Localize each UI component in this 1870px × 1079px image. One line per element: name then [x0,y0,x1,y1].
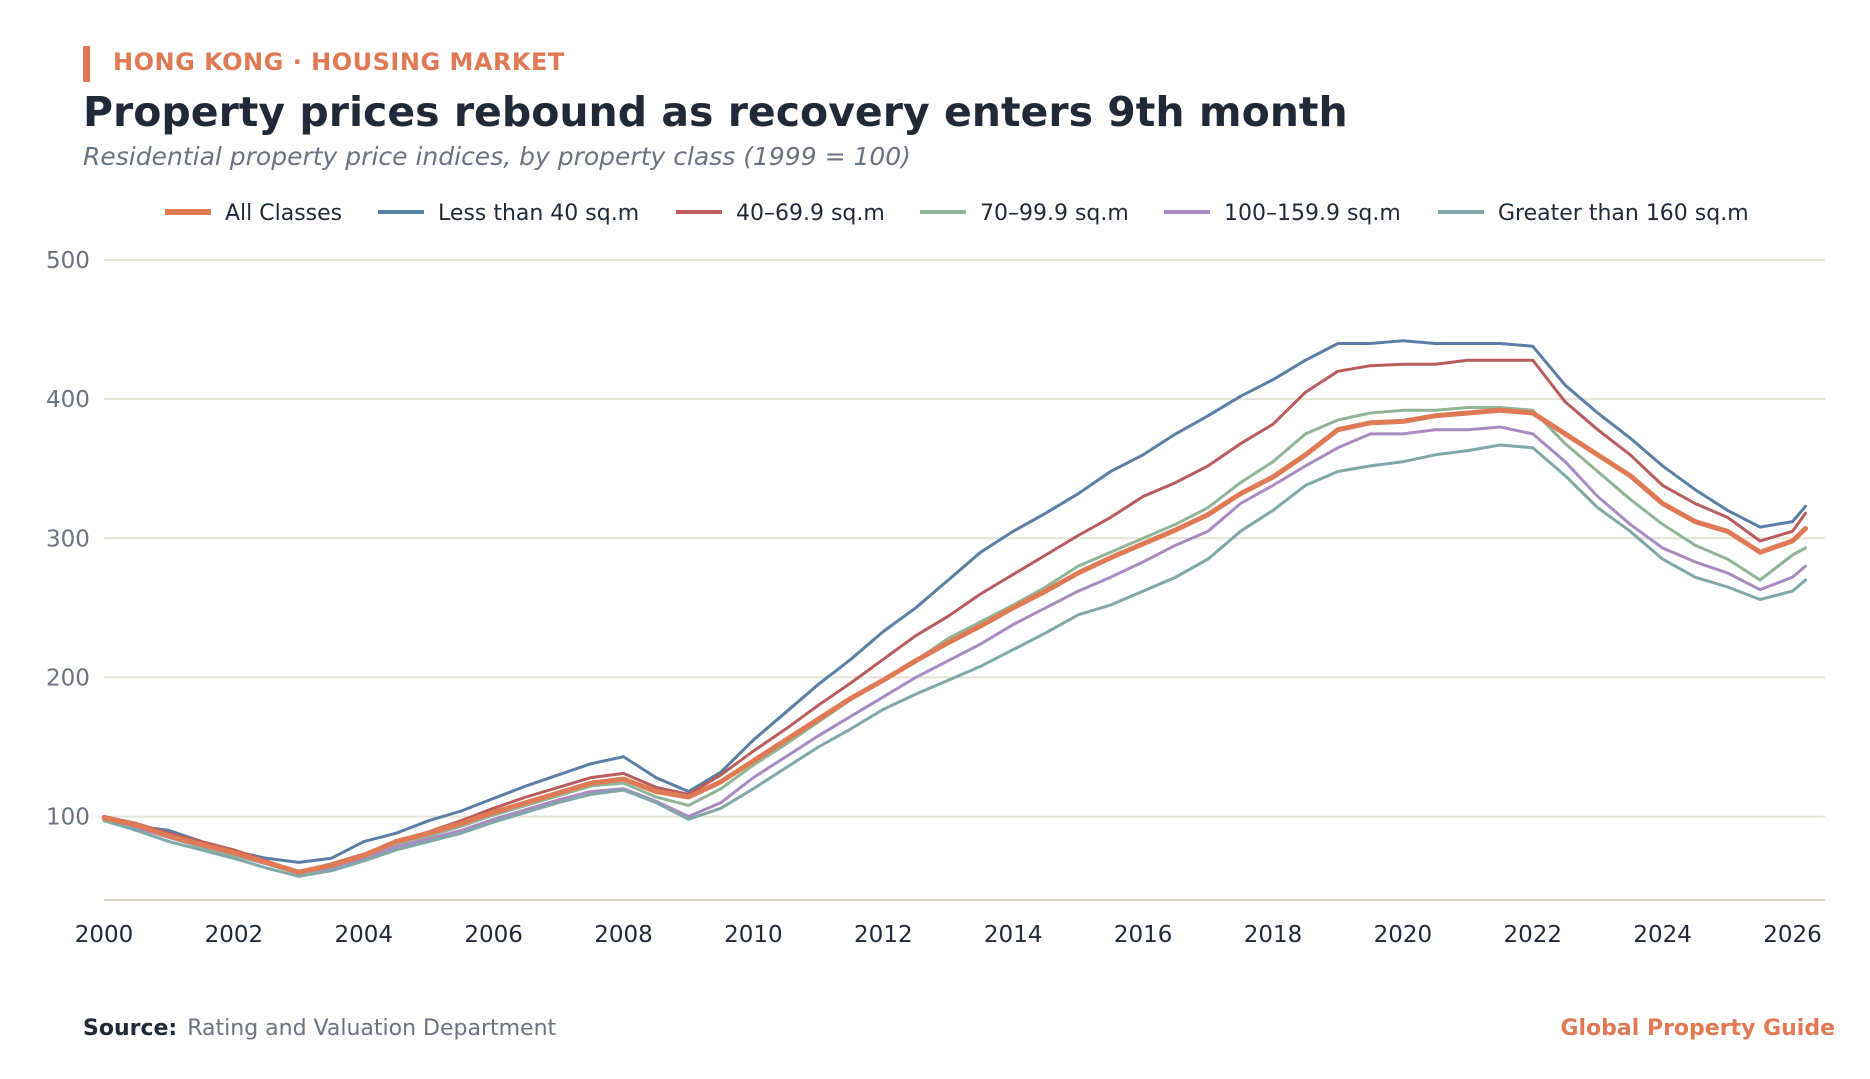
line-chart: 100 200 300 400 500 2000 2002 2004 2006 2008 2010 2… [46,201,1825,948]
legend-label-all-classes: All Classes [225,201,342,226]
x-tick-label: 2014 [984,922,1043,948]
y-tick-label: 400 [46,387,90,413]
series-lines [101,339,1808,878]
y-tick-label: 200 [46,665,90,691]
chart-subtitle: Residential property price indices, by p… [83,142,911,171]
x-tick-label: 2018 [1244,922,1303,948]
kicker-accent-bar [83,46,90,82]
x-tick-label: 2016 [1114,922,1173,948]
source-text: Rating and Valuation Department [187,1016,557,1041]
x-tick-label: 2010 [724,922,783,948]
series-line-100-159-9-sq-m [102,425,1807,874]
x-tick-label: 2000 [75,922,134,948]
legend-label-less-than-40-sq-m: Less than 40 sq.m [438,201,639,226]
series-line-less-than-40-sq-m [102,339,1807,864]
kicker-label: HONG KONG · HOUSING MARKET [113,48,565,76]
series-line-greater-than-160-sq-m [102,443,1807,878]
x-tick-label: 2022 [1503,922,1562,948]
x-tick-label: 2024 [1633,922,1692,948]
axes: 100 200 300 400 500 2000 2002 2004 2006 2008 2010 2… [46,248,1825,948]
brand-logo-text: Global Property Guide [1560,1016,1835,1041]
x-tick-label: 2020 [1374,922,1433,948]
series-line-all-classes [101,407,1808,875]
x-tick-label: 2026 [1763,922,1822,948]
source-note: Source: Rating and Valuation Department [83,1016,556,1041]
legend-label-100-159-9-sq-m: 100–159.9 sq.m [1224,201,1401,226]
legend: All Classes Less than 40 sq.m 40–69.9 sq.m… [165,201,1749,226]
x-tick-label: 2004 [335,922,394,948]
legend-label-40-69-9-sq-m: 40–69.9 sq.m [736,201,885,226]
x-tick-label: 2008 [594,922,653,948]
y-tick-label: 300 [46,526,90,552]
y-tick-label: 100 [46,805,90,831]
x-tick-label: 2012 [854,922,913,948]
series-line-40-69-9-sq-m [102,358,1807,874]
legend-label-greater-than-160-sq-m: Greater than 160 sq.m [1498,201,1749,226]
x-tick-label: 2006 [464,922,523,948]
x-tick-label: 2002 [205,922,264,948]
source-label: Source: [83,1016,178,1041]
chart-title: Property prices rebound as recovery ente… [83,88,1348,136]
y-tick-label: 500 [46,248,90,274]
gridlines [104,259,1825,818]
legend-label-70-99-9-sq-m: 70–99.9 sq.m [980,201,1129,226]
